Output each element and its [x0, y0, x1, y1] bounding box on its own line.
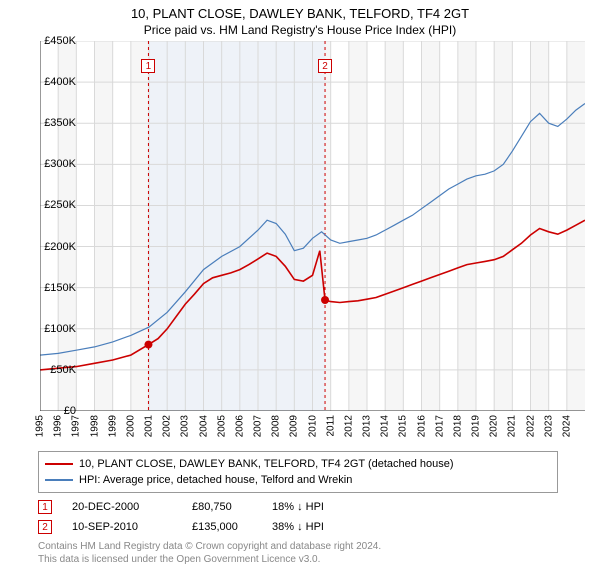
legend-box: 10, PLANT CLOSE, DAWLEY BANK, TELFORD, T…: [38, 451, 558, 493]
x-tick-label: 2019: [471, 415, 482, 437]
chart-marker-1: 1: [141, 59, 155, 73]
legend-label-property: 10, PLANT CLOSE, DAWLEY BANK, TELFORD, T…: [79, 458, 454, 470]
x-tick-label: 2003: [180, 415, 191, 437]
x-tick-label: 2008: [271, 415, 282, 437]
x-tick-label: 1998: [89, 415, 100, 437]
x-tick-label: 2002: [162, 415, 173, 437]
x-tick-label: 2009: [289, 415, 300, 437]
sale-date-1: 20-DEC-2000: [72, 501, 172, 513]
x-tick-label: 2016: [416, 415, 427, 437]
y-tick-label: £100K: [44, 323, 76, 335]
sale-row-2: 2 10-SEP-2010 £135,000 38% ↓ HPI: [38, 517, 600, 537]
legend-item-hpi: HPI: Average price, detached house, Telf…: [45, 472, 551, 488]
x-tick-label: 1995: [35, 415, 46, 437]
x-tick-label: 1999: [107, 415, 118, 437]
sales-table: 1 20-DEC-2000 £80,750 18% ↓ HPI 2 10-SEP…: [38, 497, 600, 537]
x-tick-label: 2023: [543, 415, 554, 437]
attribution-line1: Contains HM Land Registry data © Crown c…: [38, 541, 600, 554]
x-tick-label: 2021: [507, 415, 518, 437]
x-tick-label: 2014: [380, 415, 391, 437]
legend-swatch-property: [45, 463, 73, 465]
y-tick-label: £150K: [44, 282, 76, 294]
sale-date-2: 10-SEP-2010: [72, 521, 172, 533]
x-tick-label: 2005: [216, 415, 227, 437]
y-tick-label: £300K: [44, 158, 76, 170]
x-tick-label: 2011: [325, 415, 336, 437]
x-tick-label: 2013: [362, 415, 373, 437]
legend-swatch-hpi: [45, 479, 73, 481]
y-tick-label: £250K: [44, 199, 76, 211]
x-tick-label: 2015: [398, 415, 409, 437]
y-tick-label: £200K: [44, 241, 76, 253]
sale-price-2: £135,000: [192, 521, 252, 533]
y-tick-label: £350K: [44, 117, 76, 129]
x-tick-label: 2018: [452, 415, 463, 437]
x-tick-label: 2012: [343, 415, 354, 437]
x-tick-label: 2006: [234, 415, 245, 437]
sale-marker-1: 1: [38, 500, 52, 514]
sale-row-1: 1 20-DEC-2000 £80,750 18% ↓ HPI: [38, 497, 600, 517]
sale-delta-2: 38% ↓ HPI: [272, 521, 372, 533]
chart-subtitle: Price paid vs. HM Land Registry's House …: [0, 21, 600, 41]
chart-plot-area: £0£50K£100K£150K£200K£250K£300K£350K£400…: [40, 41, 600, 411]
x-axis-labels: 1995199619971998199920002001200220032004…: [40, 411, 600, 445]
x-tick-label: 1997: [71, 415, 82, 437]
y-tick-label: £50K: [50, 364, 76, 376]
sale-marker-2: 2: [38, 520, 52, 534]
x-tick-label: 2017: [434, 415, 445, 437]
y-tick-label: £450K: [44, 35, 76, 47]
x-tick-label: 2020: [489, 415, 500, 437]
legend-label-hpi: HPI: Average price, detached house, Telf…: [79, 474, 352, 486]
x-tick-label: 1996: [53, 415, 64, 437]
sale-delta-1: 18% ↓ HPI: [272, 501, 372, 513]
chart-container: 10, PLANT CLOSE, DAWLEY BANK, TELFORD, T…: [0, 0, 600, 560]
sale-price-1: £80,750: [192, 501, 252, 513]
attribution: Contains HM Land Registry data © Crown c…: [38, 537, 600, 566]
x-tick-label: 2004: [198, 415, 209, 437]
y-tick-label: £400K: [44, 76, 76, 88]
x-tick-label: 2022: [525, 415, 536, 437]
chart-title: 10, PLANT CLOSE, DAWLEY BANK, TELFORD, T…: [0, 0, 600, 21]
x-tick-label: 2010: [307, 415, 318, 437]
x-tick-label: 2007: [253, 415, 264, 437]
chart-marker-2: 2: [318, 59, 332, 73]
line-chart-svg: [40, 41, 585, 411]
y-axis-labels: £0£50K£100K£150K£200K£250K£300K£350K£400…: [40, 41, 80, 411]
x-tick-label: 2024: [561, 415, 572, 437]
x-tick-label: 2001: [144, 415, 155, 437]
x-tick-label: 2000: [125, 415, 136, 437]
legend-item-property: 10, PLANT CLOSE, DAWLEY BANK, TELFORD, T…: [45, 456, 551, 472]
